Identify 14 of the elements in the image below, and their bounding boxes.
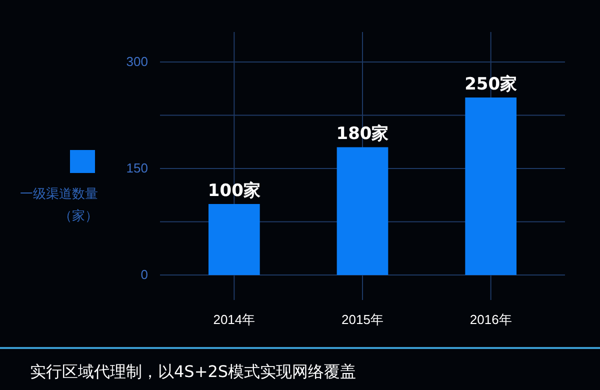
y-tick-label: 300 bbox=[126, 54, 148, 70]
bar bbox=[465, 98, 516, 275]
bar bbox=[336, 147, 388, 275]
bar bbox=[208, 204, 260, 275]
x-tick-label: 2015年 bbox=[342, 312, 384, 328]
x-tick-label: 2016年 bbox=[470, 312, 512, 328]
data-label: 100家 bbox=[208, 181, 260, 201]
y-tick-label: 0 bbox=[140, 267, 148, 282]
data-label: 250家 bbox=[464, 74, 518, 94]
y-tick-label: 150 bbox=[126, 160, 148, 176]
data-label: 180家 bbox=[336, 124, 389, 144]
text: 实行区域代理制，以4S+2S模式实现网络覆盖 bbox=[30, 362, 356, 381]
legend-label: 一级渠道数量（家） bbox=[20, 187, 98, 224]
x-tick-label: 2014年 bbox=[213, 312, 256, 328]
